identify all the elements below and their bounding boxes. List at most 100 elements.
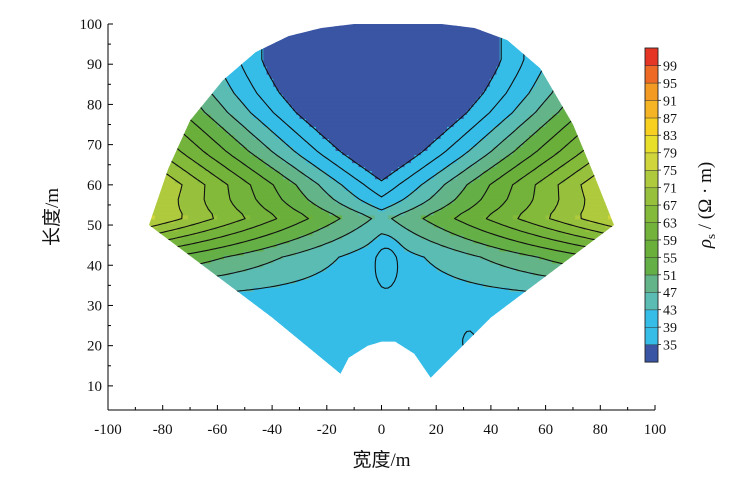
contour-band-cell [608,162,614,168]
contour-band-cell [178,126,202,131]
colorbar-labels: 35 39 43 47 51 55 59 63 67 71 75 79 83 87 91 95 99 [658,59,677,354]
contour-band-cell [149,25,173,31]
contour-band-cell [306,118,458,123]
contour-band-cell [338,254,376,260]
contour-band-cell [187,170,212,176]
contour-band-cell [171,24,196,27]
contour-band-cell [296,110,468,115]
contour-band-cell [135,86,139,91]
colorbar-swatch [644,152,659,171]
contour-band-cell [335,198,363,204]
contour-band-cell [276,186,301,192]
contour-band-cell [545,98,570,103]
contour-band-cell [149,331,465,336]
contour-band-cell [184,242,232,248]
contour-band-cell [539,73,563,79]
contour-band-cell [217,142,241,147]
contour-band-cell [161,238,205,244]
contour-band-cell [135,114,142,119]
contour-band-cell [568,25,593,31]
contour-band-cell [516,126,540,131]
contour-band-cell [522,37,547,43]
contour-band-cell [486,134,511,139]
contour-band-cell [371,170,392,176]
contour-band-cell [149,262,195,268]
contour-band-cell [164,89,189,95]
contour-band-cell [342,182,366,188]
contour-band-cell [345,186,369,192]
colorbar-title-subscript: s [703,234,718,239]
contour-band-cell [149,158,173,164]
y-tick-label: 80 [87,97,102,113]
contour-band-cell [388,190,412,196]
contour-band-cell [624,82,628,87]
contour-band-cell [312,214,343,220]
contour-band-cell [558,198,586,204]
contour-band-cell [581,234,614,240]
x-tick-label: -40 [262,422,282,438]
contour-band-cell [260,202,291,208]
contour-band-cell [618,118,628,123]
contour-band-cell [591,49,614,55]
contour-band-cell [552,291,614,296]
contour-band-cell [397,254,425,260]
contour-band-cell [319,166,343,172]
contour-band-cell [545,122,570,127]
contour-band-cell [578,85,602,91]
contour-line-35 [261,24,502,182]
contour-band-cell [296,182,320,188]
contour-band-cell [220,162,245,168]
contour-band-cell [401,242,442,248]
contour-band-cell [404,210,435,216]
contour-band-cell [558,182,583,188]
contour-band-cell [240,37,264,43]
contour-band-cell [149,335,465,340]
contour-band-cell [149,154,166,160]
contour-band-cell [457,158,481,164]
contour-band-cell [493,146,517,151]
contour-band-cell [207,202,235,208]
contour-band-cell [568,29,593,35]
contour-band-cell [335,258,376,264]
contour-band-cell [217,158,241,164]
contour-band-cell [427,218,461,224]
contour-band-cell [171,53,196,59]
contour-band-cell [535,81,557,87]
contour-band-cell [194,122,218,127]
contour-band-cell [496,65,520,71]
contour-band-cell [568,41,593,47]
contour-band-cell [437,170,461,176]
contour-band-cell [149,166,159,172]
contour-band-cell [529,202,557,208]
contour-band-cell [149,363,614,369]
contour-band-cell [273,130,297,135]
contour-band-cell [548,246,599,252]
contour-band-cell [240,53,264,59]
contour-band-cell [473,335,614,340]
contour-band-cell [512,186,537,192]
contour-band-cell [608,178,614,184]
contour-band-cell [548,94,573,99]
contour-band-cell [181,130,205,135]
contour-band-cell [555,206,583,212]
contour-band-cell [535,186,560,192]
contour-band-cell [450,178,474,184]
contour-band-cell [240,33,264,39]
contour-band-cell [210,291,553,296]
contour-band-cell [499,53,524,59]
contour-band-cell [325,170,350,176]
contour-band-cell [149,218,176,224]
contour-band-cell [447,126,471,131]
contour-band-cell [568,24,593,27]
contour-band-cell [289,178,314,184]
contour-band-cell [463,343,474,349]
contour-band-cell [466,166,491,172]
contour-band-cell [391,282,484,288]
contour-band-cell [286,142,310,147]
contour-band-cell [135,235,139,240]
contour-band-cell [299,134,324,139]
x-tick-label: -60 [207,422,227,438]
colorbar-level-label: 67 [663,199,677,214]
contour-band-cell [391,246,405,252]
contour-band-cell [197,65,222,71]
